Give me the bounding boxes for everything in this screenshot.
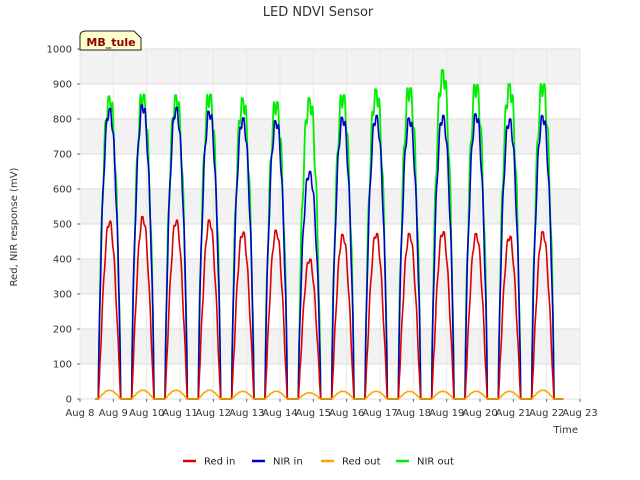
y-tick-label: 200 [53, 325, 72, 336]
y-tick-label: 900 [53, 80, 72, 91]
y-tick-label: 800 [53, 115, 72, 126]
legend-label: NIR in [273, 457, 303, 468]
x-tick-label: Aug 10 [129, 408, 164, 419]
x-tick-label: Aug 20 [462, 408, 497, 419]
y-tick-label: 1000 [47, 45, 72, 56]
plot-band [80, 189, 580, 224]
y-tick-label: 600 [53, 185, 72, 196]
series-lines [95, 69, 564, 400]
x-tick-label: Aug 13 [229, 408, 264, 419]
plot-band [80, 49, 580, 84]
series-line-red-out [95, 389, 564, 400]
y-tick-label: 300 [53, 290, 72, 301]
legend-label: Red in [204, 457, 235, 468]
x-tick-label: Aug 12 [196, 408, 231, 419]
x-tick-label: Aug 14 [262, 408, 297, 419]
x-tick-label: Aug 18 [396, 408, 431, 419]
legend-label: Red out [342, 457, 381, 468]
y-axis-label: Red, NIR response (mV) [9, 167, 20, 286]
badge-shape [79, 30, 142, 51]
y-tick-label: 700 [53, 150, 72, 161]
grid-lines [79, 48, 581, 400]
x-tick-label: Aug 19 [429, 408, 464, 419]
y-tick-label: 500 [53, 220, 72, 231]
plot-band [80, 259, 580, 294]
x-tick-label: Aug 21 [496, 408, 531, 419]
y-tick-label: 400 [53, 255, 72, 266]
chart-title: LED NDVI Sensor [263, 5, 374, 20]
y-tick-label: 100 [53, 360, 72, 371]
x-tick-label: Aug 8 [65, 408, 94, 419]
x-tick-label: Aug 9 [99, 408, 128, 419]
x-tick-label: Aug 16 [329, 408, 364, 419]
x-tick-label: Aug 15 [296, 408, 331, 419]
plot-band [80, 329, 580, 364]
legend: Red in NIR in Red out NIR out [183, 457, 454, 468]
x-tick-label: Aug 17 [362, 408, 397, 419]
legend-label: NIR out [417, 457, 454, 468]
x-tick-label: Aug 22 [529, 408, 564, 419]
x-axis-label: Time [553, 425, 578, 436]
y-axis-ticks: 0 100 200 300 400 500 600 700 800 900 1000 [47, 45, 80, 406]
plot-bands [80, 49, 580, 364]
station-badge: MB_tule [79, 30, 142, 51]
x-tick-label: Aug 11 [162, 408, 197, 419]
y-tick-label: 0 [66, 395, 72, 406]
badge-label: MB_tule [86, 36, 135, 49]
x-tick-label: Aug 23 [562, 408, 597, 419]
plot-band [80, 119, 580, 154]
